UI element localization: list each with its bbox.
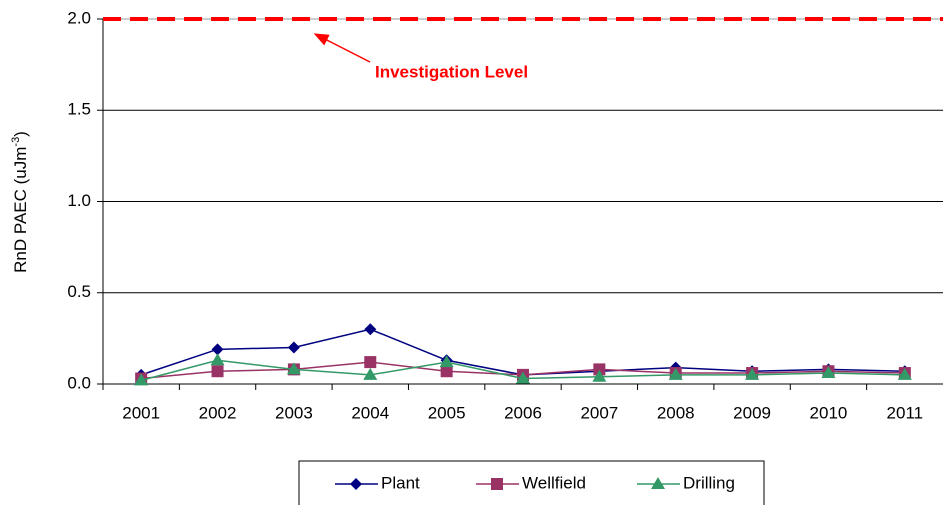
y-tick-label: 1.5 [67,100,91,119]
legend-marker [491,478,503,490]
legend-box [298,460,765,505]
data-point [286,362,301,375]
data-point [745,367,760,380]
x-tick-label: 2004 [351,403,389,422]
data-point [364,323,377,336]
legend-marker [350,478,362,490]
data-point [592,369,607,382]
x-tick-label: 2001 [122,403,160,422]
x-tick-label: 2006 [504,403,542,422]
data-point [211,343,224,356]
data-point [211,365,224,378]
data-point [593,363,606,376]
data-point [668,367,683,380]
data-point [134,373,149,386]
x-tick-label: 2005 [428,403,466,422]
legend-label: Wellfield [522,473,586,492]
y-tick-label: 0.5 [67,282,91,301]
legend-marker [651,477,665,489]
legend-label: Plant [381,473,420,492]
data-point [364,356,377,369]
y-tick-label: 0.0 [67,373,91,392]
data-point [210,353,225,366]
data-point [439,355,454,368]
y-axis-label: RnD PAEC (uJm-3) [10,131,31,273]
y-tick-label: 1.0 [67,191,91,210]
x-tick-label: 2002 [199,403,237,422]
legend-label: Drilling [683,473,735,492]
x-tick-label: 2010 [810,403,848,422]
data-point [897,367,912,380]
data-point [363,367,378,380]
data-point [516,371,530,384]
x-tick-label: 2008 [657,403,695,422]
y-tick-label: 2.0 [67,8,91,27]
series-line [140,328,905,376]
data-point [821,366,836,379]
x-tick-label: 2003 [275,403,313,422]
data-point [287,341,300,354]
x-tick-label: 2007 [580,403,618,422]
annotation-arrow [313,33,371,63]
annotation: Investigation Level [375,62,528,81]
data-point [440,365,453,378]
x-tick-label: 2009 [733,403,771,422]
x-tick-label: 2011 [887,403,924,422]
